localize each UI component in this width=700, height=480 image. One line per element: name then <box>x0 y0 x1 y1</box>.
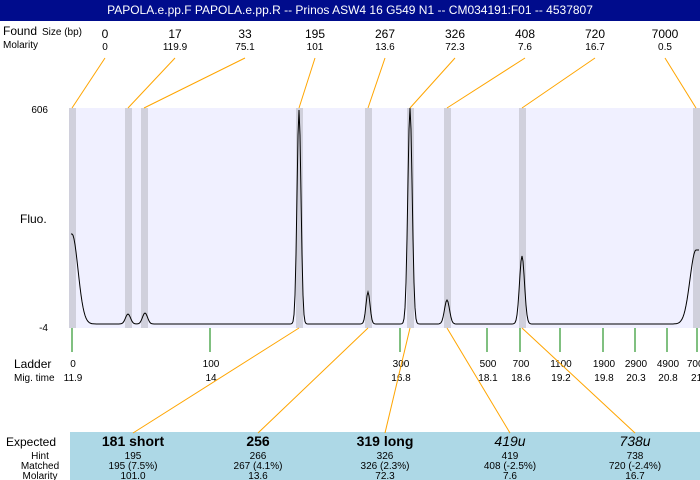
peak-size: 326 <box>445 27 465 41</box>
molarity-value: 7.6 <box>503 471 517 480</box>
matched-label: Matched <box>21 461 59 472</box>
sizing-label: Size (bp) <box>42 27 82 38</box>
y-max-label: 606 <box>31 105 48 116</box>
ladder-size: 100 <box>203 359 220 370</box>
mig-time: 20.8 <box>658 373 678 384</box>
peak-band <box>407 108 414 328</box>
matched-value: 408 (-2.5%) <box>484 461 536 472</box>
hint-value: 419 <box>502 451 519 462</box>
molarity-value: 13.6 <box>248 471 268 480</box>
matched-value: 267 (4.1%) <box>234 461 283 472</box>
mig-time: 11.9 <box>64 373 83 384</box>
peak-connector <box>367 57 386 109</box>
peak-connector <box>143 57 246 109</box>
matched-value: 195 (7.5%) <box>109 461 158 472</box>
peak-band <box>519 108 526 328</box>
peak-size: 7000 <box>652 27 679 41</box>
peak-size: 33 <box>238 27 252 41</box>
peak-connector <box>446 57 526 109</box>
y-axis-label: Fluo. <box>20 212 47 226</box>
matched-value: 720 (-2.4%) <box>609 461 661 472</box>
peak-band <box>693 108 700 328</box>
mig-time: 18.1 <box>478 373 498 384</box>
peak-connector <box>71 57 106 109</box>
peak-molarity: 75.1 <box>235 42 255 53</box>
signal-trace <box>71 107 699 325</box>
mig-time: 19.2 <box>551 373 571 384</box>
found-label: Found <box>3 24 37 38</box>
expected-connector <box>521 327 636 434</box>
molarity-value: 16.7 <box>625 471 645 480</box>
peak-size: 720 <box>585 27 605 41</box>
ladder-size: 7000 <box>687 359 700 370</box>
peak-connector <box>664 57 697 109</box>
hint-value: 326 <box>377 451 394 462</box>
peak-band <box>141 108 148 328</box>
mig-time: 16.8 <box>391 373 411 384</box>
hint-value: 195 <box>125 451 142 462</box>
hint-value: 738 <box>627 451 644 462</box>
peak-size: 267 <box>375 27 395 41</box>
peak-band <box>125 108 132 328</box>
expected-fragment: 419u <box>494 433 525 449</box>
mig-time: 19.8 <box>594 373 614 384</box>
mig-time-label: Mig. time <box>14 373 55 384</box>
expected-fragment: 181 short <box>102 433 165 449</box>
peak-connector <box>521 57 596 109</box>
molarity-row-label: Molarity <box>22 471 57 480</box>
mig-time: 20.3 <box>626 373 646 384</box>
peak-band <box>69 108 76 328</box>
expected-connector <box>132 327 300 434</box>
expected-connector <box>257 327 369 434</box>
peak-molarity: 0.5 <box>658 42 672 53</box>
peak-molarity: 13.6 <box>375 42 395 53</box>
ladder-size: 4900 <box>657 359 680 370</box>
peak-band <box>365 108 372 328</box>
matched-band <box>70 432 700 480</box>
mig-time: 14 <box>205 373 217 384</box>
peak-molarity: 101 <box>307 42 324 53</box>
peak-molarity: 0 <box>102 42 108 53</box>
ladder-size: 700 <box>513 359 530 370</box>
peak-band <box>296 108 303 328</box>
peak-size: 17 <box>168 27 182 41</box>
peak-molarity: 119.9 <box>163 42 188 53</box>
peak-connector <box>127 57 176 109</box>
expected-label: Expected <box>6 435 56 449</box>
hint-label: Hint <box>31 451 49 462</box>
ladder-label: Ladder <box>14 357 51 371</box>
molarity-label: Molarity <box>3 40 38 51</box>
peak-size: 408 <box>515 27 535 41</box>
hint-value: 266 <box>250 451 267 462</box>
y-min-label: -4 <box>39 323 48 334</box>
peak-connector <box>298 57 316 109</box>
peak-molarity: 72.3 <box>445 42 465 53</box>
expected-connector <box>384 327 411 434</box>
ladder-size: 1900 <box>593 359 616 370</box>
mig-time: 18.6 <box>511 373 531 384</box>
ladder-size: 500 <box>480 359 497 370</box>
mig-time: 21. <box>691 373 700 384</box>
ladder-size: 2900 <box>625 359 648 370</box>
peak-molarity: 7.6 <box>518 42 532 53</box>
expected-fragment: 738u <box>619 433 650 449</box>
expected-fragment: 256 <box>246 433 270 449</box>
molarity-value: 72.3 <box>375 471 395 480</box>
ladder-size: 0 <box>70 359 76 370</box>
molarity-value: 101.0 <box>120 471 145 480</box>
plot-area <box>70 108 700 328</box>
peak-size: 195 <box>305 27 325 41</box>
window-title: PAPOLA.e.pp.F PAPOLA.e.pp.R -- Prinos AS… <box>0 0 700 21</box>
peak-band <box>444 108 451 328</box>
matched-value: 326 (2.3%) <box>361 461 410 472</box>
peak-molarity: 16.7 <box>585 42 605 53</box>
peak-size: 0 <box>102 27 109 41</box>
peak-connector <box>409 57 456 109</box>
expected-connector <box>446 327 511 434</box>
expected-fragment: 319 long <box>357 433 414 449</box>
